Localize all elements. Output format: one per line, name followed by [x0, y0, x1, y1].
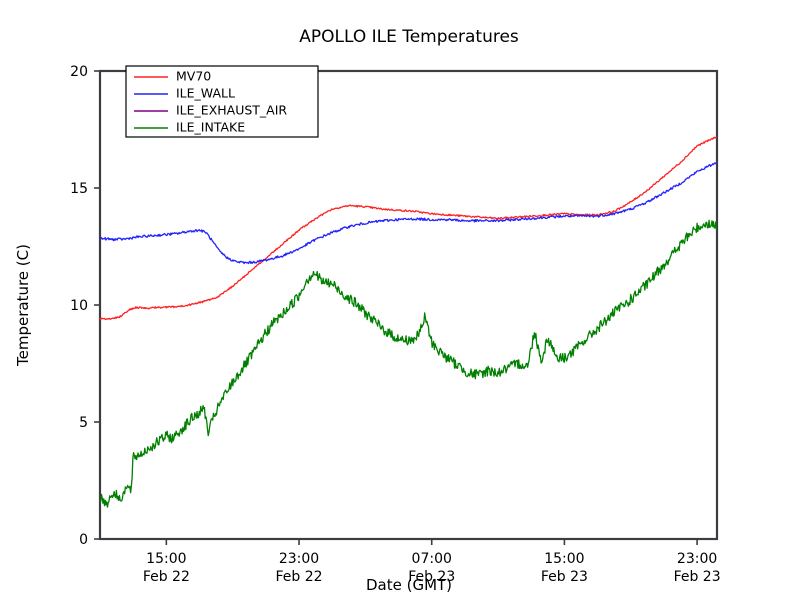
- y-axis-ticks: [94, 70, 100, 540]
- legend-label-ile_intake: ILE_INTAKE: [176, 120, 245, 135]
- chart-title: APOLLO ILE Temperatures: [299, 27, 519, 47]
- legend-entries: MV70 ILE_WALL ILE_EXHAUST_AIR ILE_INTAKE: [134, 69, 287, 135]
- legend-label-ile_wall: ILE_WALL: [176, 86, 235, 101]
- x-tick-label-date: Feb 23: [541, 569, 588, 585]
- series-line-ile_wall: [99, 162, 718, 265]
- y-tick-label: 15: [70, 181, 88, 197]
- y-axis-label: Temperature (C): [14, 244, 32, 367]
- y-tick-label: 10: [70, 298, 88, 314]
- x-tick-label-time: 23:00: [279, 551, 319, 567]
- chart-legend[interactable]: MV70 ILE_WALL ILE_EXHAUST_AIR ILE_INTAKE: [125, 65, 319, 138]
- x-axis-tick-labels: 15:00 Feb 22 23:00 Feb 22 07:00 Feb 23 15:00 Fe…: [143, 551, 721, 585]
- x-tick-label-time: 15:00: [146, 551, 186, 567]
- x-tick-label-date: Feb 22: [276, 569, 323, 585]
- x-tick-label-date: Feb 22: [143, 569, 190, 585]
- series-line-mv70: [99, 136, 718, 321]
- legend-label-ile_exhaust_air: ILE_EXHAUST_AIR: [176, 103, 287, 118]
- x-tick-label-date: Feb 23: [408, 569, 455, 585]
- data-series-group: [99, 136, 718, 508]
- y-axis-tick-labels: 0 5 10 15 20: [70, 64, 88, 548]
- series-line-ile_intake: [99, 219, 718, 508]
- x-tick-label-time: 07:00: [412, 551, 452, 567]
- x-tick-label-date: Feb 23: [674, 569, 721, 585]
- x-axis-label: Date (GMT): [366, 576, 452, 594]
- legend-label-mv70: MV70: [176, 69, 211, 84]
- y-tick-label: 0: [79, 532, 88, 548]
- x-tick-label-time: 15:00: [544, 551, 584, 567]
- x-tick-label-time: 23:00: [677, 551, 717, 567]
- y-tick-label: 5: [79, 415, 88, 431]
- y-tick-label: 20: [70, 64, 88, 80]
- x-axis-ticks: [165, 539, 698, 545]
- legend-box: [125, 65, 319, 138]
